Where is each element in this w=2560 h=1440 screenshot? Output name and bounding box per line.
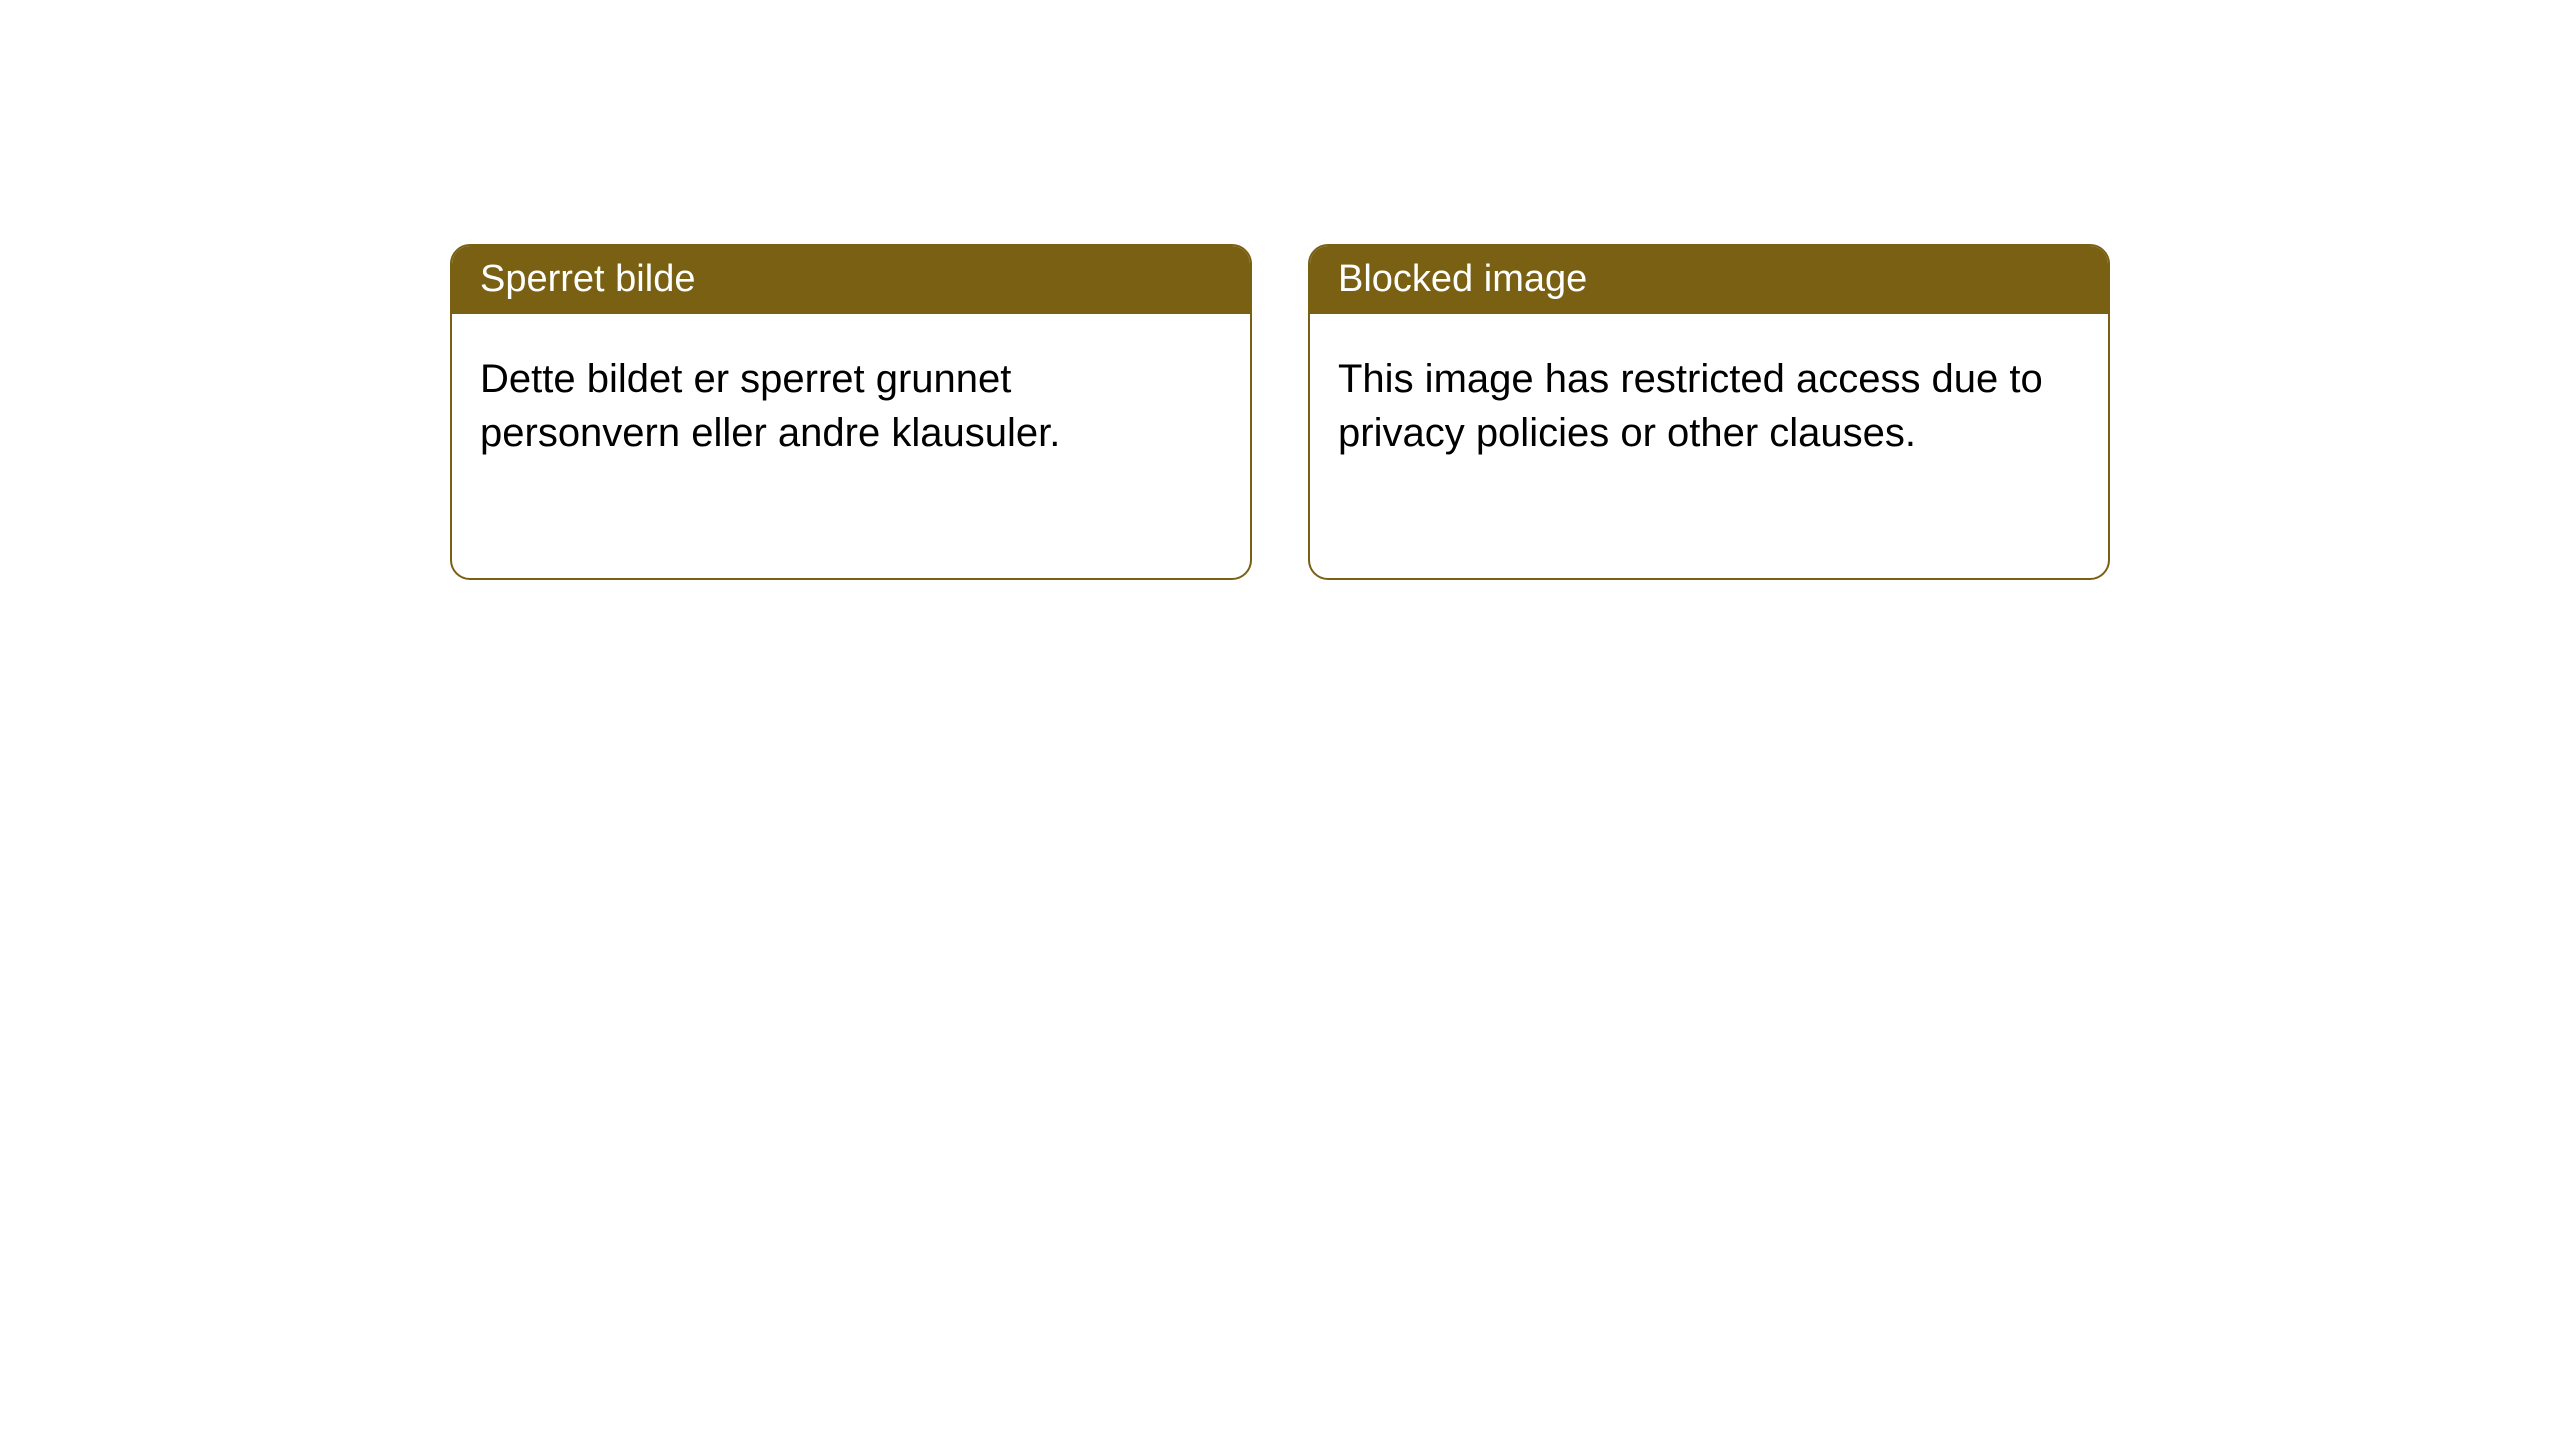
blocked-image-card-en: Blocked image This image has restricted …: [1308, 244, 2110, 580]
card-header: Sperret bilde: [452, 246, 1250, 314]
blocked-image-card-no: Sperret bilde Dette bildet er sperret gr…: [450, 244, 1252, 580]
cards-container: Sperret bilde Dette bildet er sperret gr…: [0, 0, 2560, 580]
card-body: Dette bildet er sperret grunnet personve…: [452, 314, 1250, 488]
card-header: Blocked image: [1310, 246, 2108, 314]
card-body-text: This image has restricted access due to …: [1338, 357, 2043, 455]
card-body: This image has restricted access due to …: [1310, 314, 2108, 488]
card-body-text: Dette bildet er sperret grunnet personve…: [480, 357, 1060, 455]
card-title: Sperret bilde: [480, 258, 695, 300]
card-title: Blocked image: [1338, 258, 1587, 300]
